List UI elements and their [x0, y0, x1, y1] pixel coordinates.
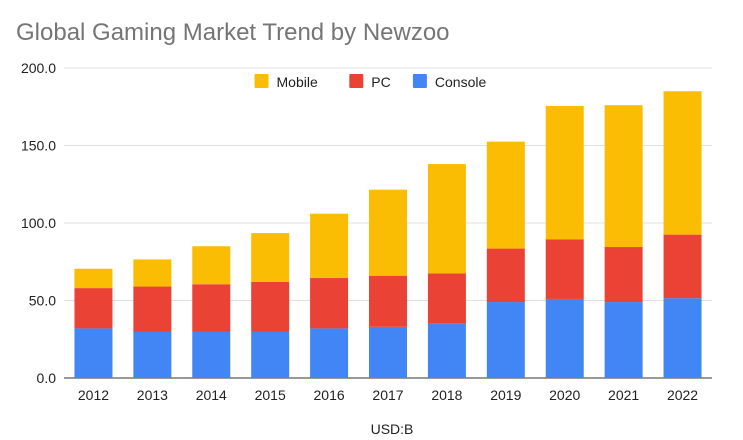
- x-tick-label: 2012: [78, 387, 109, 403]
- bar-pc-2014: [192, 284, 231, 332]
- x-tick-label: 2019: [490, 387, 521, 403]
- bar-console-2022: [663, 298, 702, 378]
- bar-console-2015: [251, 331, 290, 378]
- bar-mobile-2022: [663, 91, 702, 235]
- bar-mobile-2015: [251, 233, 290, 282]
- legend-label-console: Console: [435, 74, 487, 90]
- bar-mobile-2013: [133, 259, 172, 287]
- bar-pc-2022: [663, 234, 702, 299]
- bar-pc-2019: [486, 248, 525, 303]
- bar-pc-2021: [604, 247, 643, 303]
- bar-console-2012: [74, 328, 113, 378]
- legend-swatch-mobile: [254, 74, 269, 88]
- bar-console-2019: [486, 302, 525, 378]
- bar-mobile-2018: [427, 164, 466, 274]
- x-tick-label: 2020: [549, 387, 580, 403]
- x-tick-label: 2017: [372, 387, 403, 403]
- legend-label-pc: PC: [371, 74, 390, 90]
- x-tick-label: 2014: [196, 387, 227, 403]
- x-axis-ticks: 2012 2013 2014 2015 2016 2017 2018 2019 2020 2021…: [78, 387, 698, 403]
- y-tick-label: 100.0: [21, 215, 56, 231]
- bar-pc-2015: [251, 281, 290, 332]
- bar-console-2013: [133, 331, 172, 378]
- y-axis-ticks: 0.0 50.0 100.0 150.0 200.0: [21, 60, 56, 386]
- bar-mobile-2014: [192, 246, 231, 285]
- y-tick-label: 150.0: [21, 138, 56, 154]
- bar-pc-2018: [427, 273, 466, 324]
- bar-console-2020: [545, 298, 584, 378]
- x-tick-label: 2021: [608, 387, 639, 403]
- bar-mobile-2016: [310, 213, 349, 279]
- x-tick-label: 2022: [667, 387, 698, 403]
- bar-mobile-2020: [545, 105, 584, 240]
- bar-mobile-2017: [369, 189, 407, 276]
- bar-pc-2012: [74, 288, 113, 329]
- legend-swatch-console: [412, 74, 427, 88]
- legend-swatch-pc: [349, 74, 364, 88]
- bar-mobile-2021: [604, 105, 643, 248]
- bar-console-2017: [369, 326, 407, 378]
- bar-console-2018: [427, 323, 466, 378]
- bar-console-2016: [310, 328, 349, 378]
- x-tick-label: 2018: [431, 387, 462, 403]
- x-axis-title: USD:B: [371, 421, 414, 437]
- x-tick-label: 2016: [314, 387, 345, 403]
- bars: [74, 91, 702, 378]
- x-tick-label: 2013: [137, 387, 168, 403]
- bar-pc-2017: [369, 275, 407, 327]
- chart-title: Global Gaming Market Trend by Newzoo: [16, 19, 450, 46]
- legend: Mobile PC Console: [254, 74, 487, 90]
- bar-console-2014: [192, 331, 231, 378]
- bar-pc-2013: [133, 286, 172, 332]
- bar-mobile-2019: [486, 141, 525, 249]
- y-tick-label: 0.0: [37, 370, 57, 386]
- legend-label-mobile: Mobile: [277, 74, 318, 90]
- bar-console-2021: [604, 302, 643, 378]
- x-tick-label: 2015: [255, 387, 286, 403]
- bar-mobile-2012: [74, 268, 113, 289]
- bar-pc-2016: [310, 278, 349, 329]
- y-tick-label: 50.0: [29, 293, 56, 309]
- y-tick-label: 200.0: [21, 60, 56, 76]
- bar-pc-2020: [545, 239, 584, 299]
